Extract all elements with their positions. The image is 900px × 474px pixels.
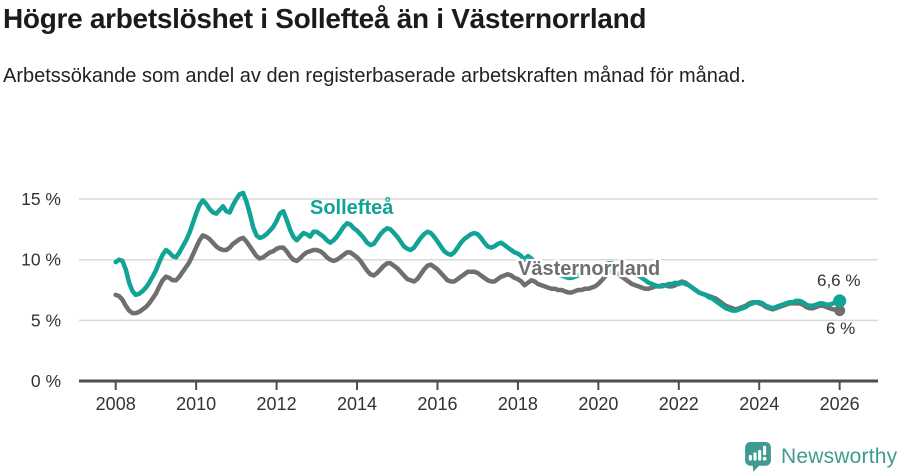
series-end-dot-vasternorrland xyxy=(834,305,846,317)
x-tick-label: 2026 xyxy=(820,394,860,414)
newsworthy-wordmark: Newsworthy xyxy=(781,444,898,468)
y-tick-label: 15 % xyxy=(21,189,61,209)
x-tick-label: 2012 xyxy=(257,394,297,414)
x-tick-label: 2008 xyxy=(96,394,136,414)
y-tick-label: 10 % xyxy=(21,250,61,270)
end-value-label-solleftea: 6,6 % xyxy=(817,271,861,290)
x-tick-label: 2020 xyxy=(578,394,618,414)
x-tick-label: 2010 xyxy=(176,394,216,414)
series-label-vasternorrland: Västernorrland xyxy=(518,258,661,280)
newsworthy-icon xyxy=(744,441,772,472)
series-end-dot-solleftea xyxy=(833,294,847,308)
series-label-solleftea: Sollefteå xyxy=(310,197,394,219)
x-tick-label: 2024 xyxy=(739,394,779,414)
x-tick-label: 2022 xyxy=(659,394,699,414)
end-value-label-vasternorrland: 6 % xyxy=(826,319,856,338)
series-line-vasternorrland xyxy=(113,233,842,316)
series-line-solleftea xyxy=(113,190,842,313)
newsworthy-logo[interactable]: Newsworthy xyxy=(744,441,897,472)
x-tick-label: 2018 xyxy=(498,394,538,414)
y-tick-label: 0 % xyxy=(31,371,61,391)
chart-subtitle: Arbetssökande som andel av den registerb… xyxy=(3,65,746,87)
x-tick-label: 2014 xyxy=(337,394,377,414)
y-tick-label: 5 % xyxy=(31,310,61,330)
page-title: Högre arbetslöshet i Sollefteå än i Väst… xyxy=(3,3,647,34)
chart-header: Högre arbetslöshet i Sollefteå än i Väst… xyxy=(3,2,883,90)
x-tick-label: 2016 xyxy=(417,394,457,414)
